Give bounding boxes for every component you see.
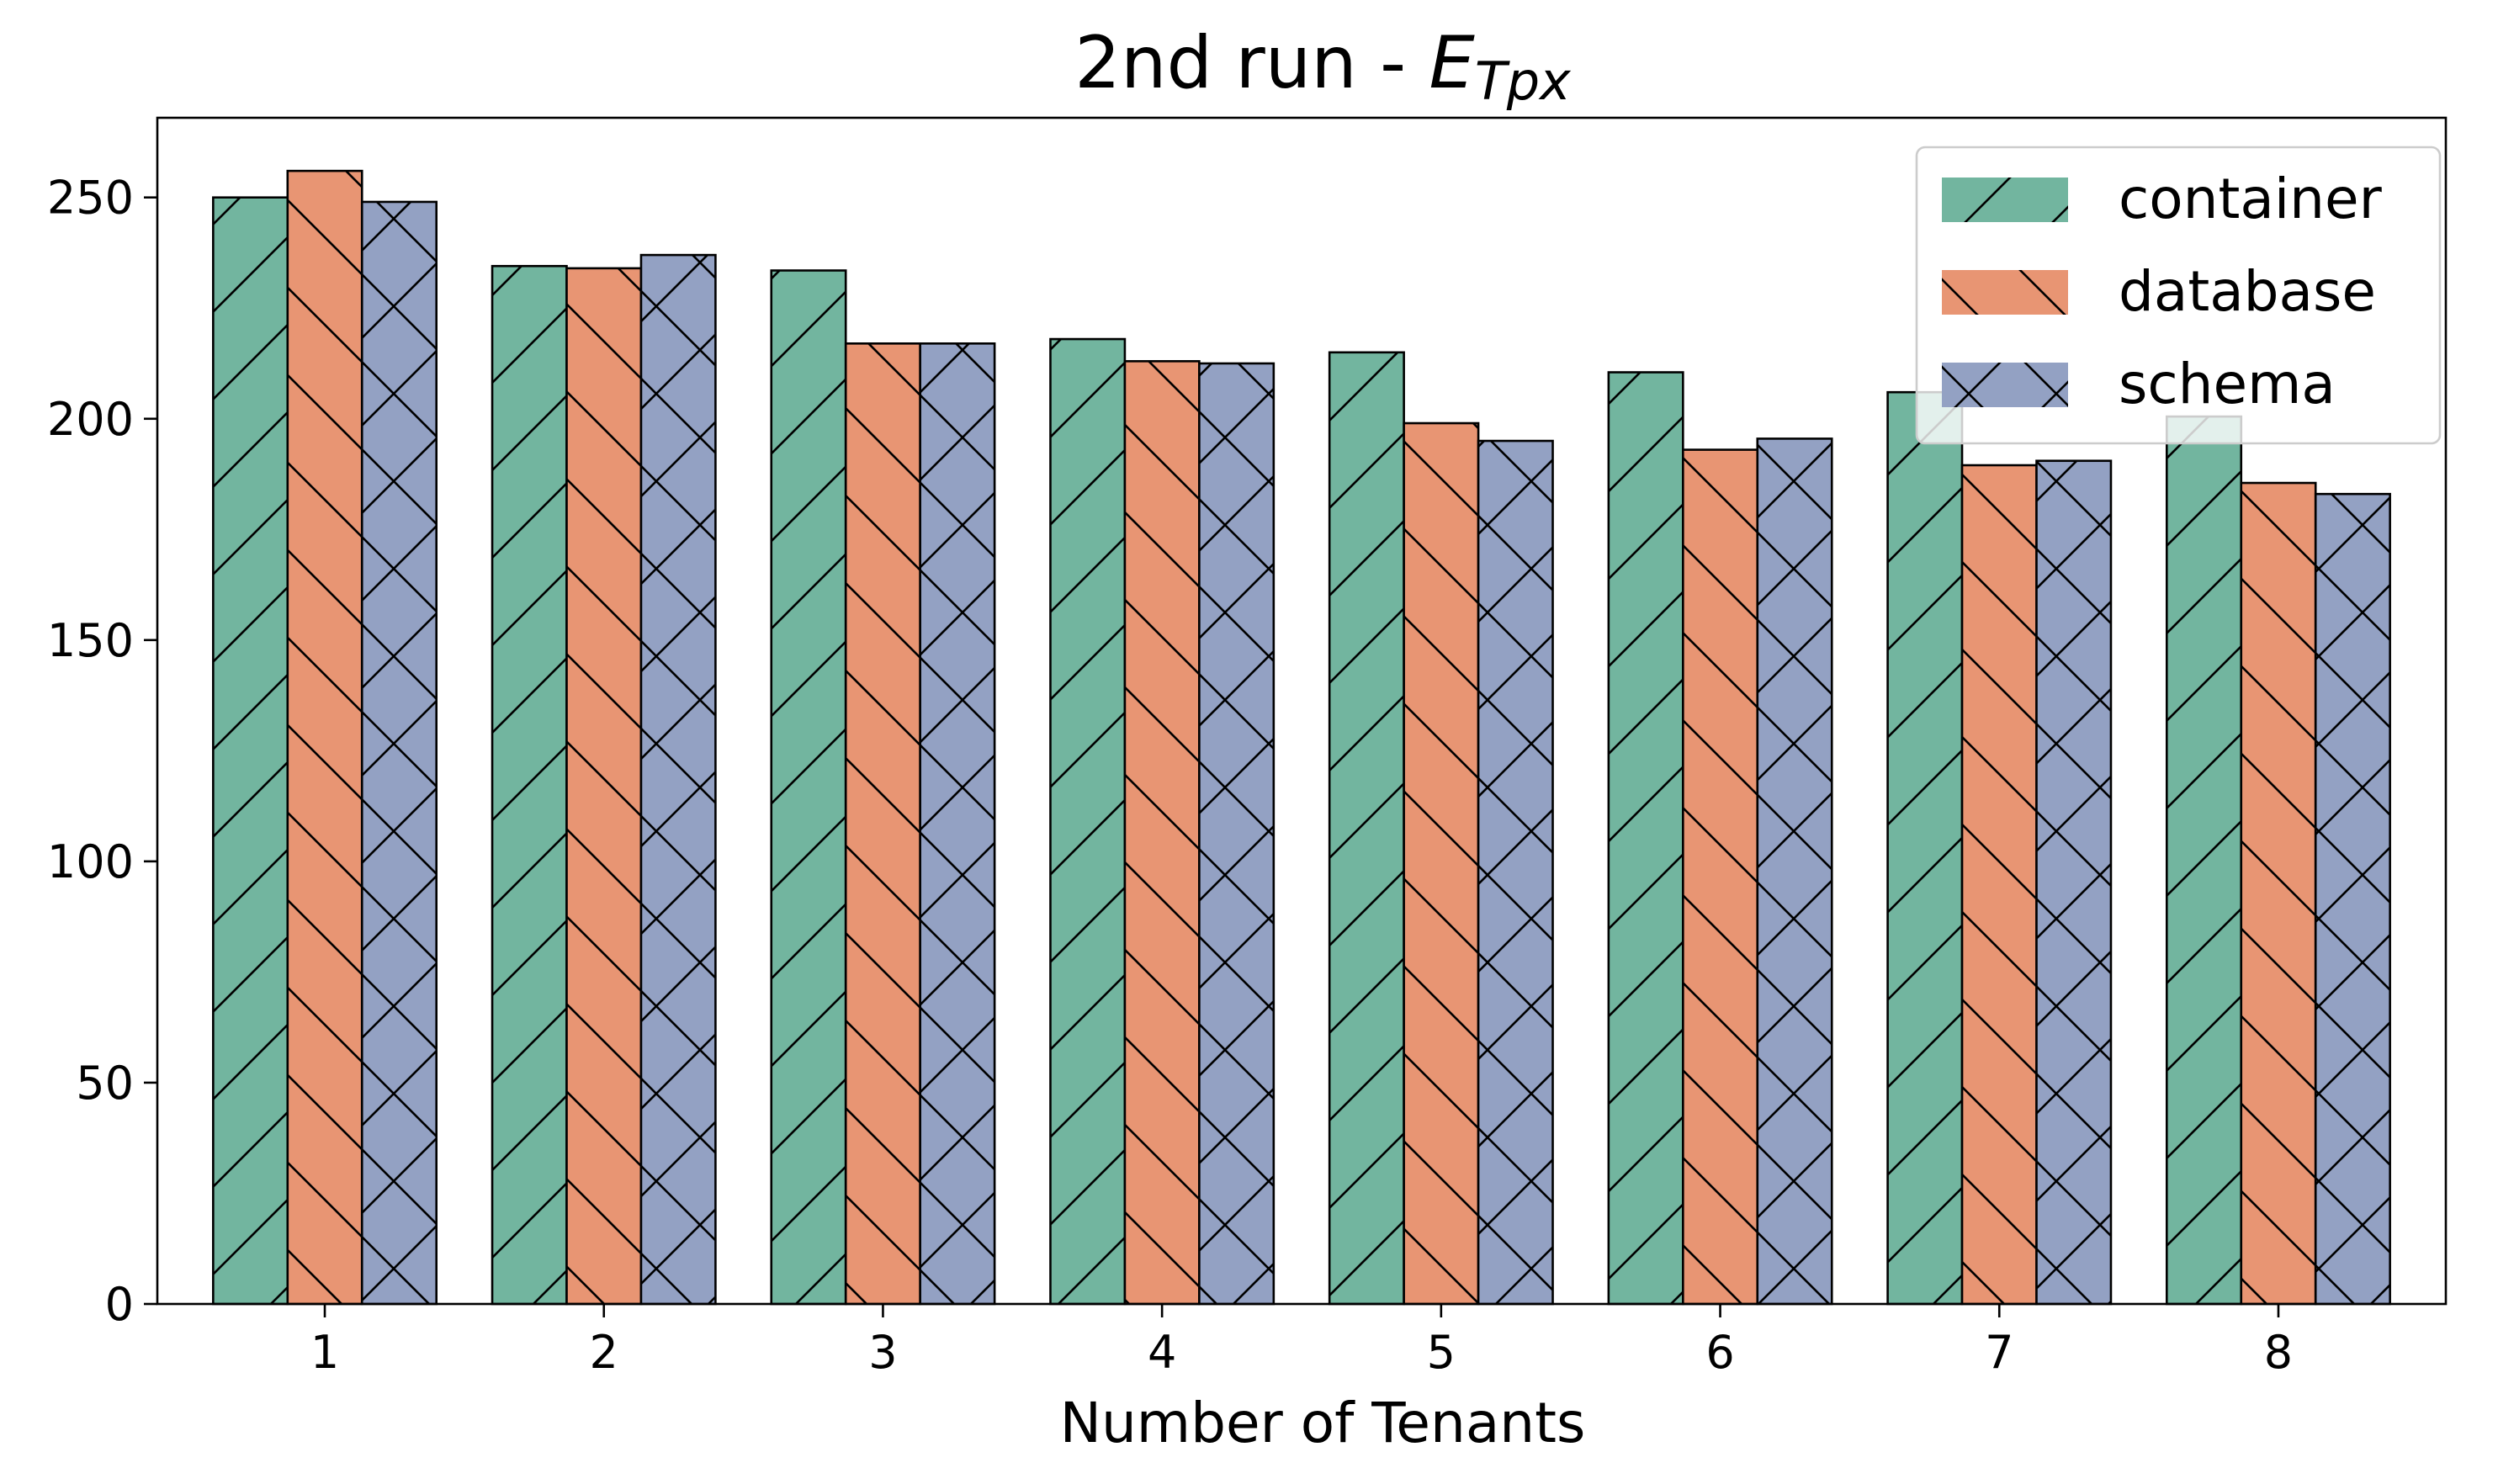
bar-database-1-hatch bbox=[286, 169, 363, 1306]
chart-title: 2nd run - ETpx bbox=[1074, 21, 1572, 112]
bar-database-6-hatch bbox=[1682, 448, 1759, 1306]
x-tick-label-6: 6 bbox=[1705, 1326, 1734, 1379]
plot-frame bbox=[156, 116, 2448, 1306]
bar-database-3-hatch bbox=[844, 342, 921, 1306]
bar-schema-2 bbox=[639, 253, 717, 1306]
bar-container-2 bbox=[491, 264, 568, 1306]
bar-container-1 bbox=[212, 196, 289, 1306]
bar-database-4 bbox=[1123, 360, 1201, 1306]
bar-database-3 bbox=[844, 342, 921, 1306]
bar-container-3-hatch bbox=[770, 269, 847, 1306]
bar-container-6 bbox=[1607, 371, 1684, 1306]
legend-swatch-hatch-container bbox=[1942, 178, 2068, 222]
bar-database-2 bbox=[565, 267, 643, 1306]
chart-title-subscript: Tpx bbox=[1475, 50, 1572, 112]
bar-schema-2-hatch bbox=[639, 253, 717, 1306]
y-tick-label-200: 200 bbox=[47, 393, 134, 446]
bars-layer bbox=[212, 169, 2391, 1306]
bar-database-1 bbox=[286, 169, 363, 1306]
y-tick-label-150: 150 bbox=[47, 614, 134, 667]
bar-schema-7-hatch bbox=[2035, 459, 2113, 1306]
bar-database-5-hatch bbox=[1403, 421, 1480, 1306]
x-axis-title: Number of Tenants bbox=[1060, 1391, 1586, 1455]
legend-item-container: container bbox=[1942, 167, 2383, 231]
bar-schema-6-hatch bbox=[1756, 437, 1833, 1306]
x-tick-label-4: 4 bbox=[1148, 1326, 1176, 1379]
bar-container-6-hatch bbox=[1607, 371, 1684, 1306]
legend-item-database: database bbox=[1942, 259, 2376, 324]
bar-database-5 bbox=[1403, 421, 1480, 1306]
bar-database-8-hatch bbox=[2240, 481, 2317, 1306]
x-tick-label-3: 3 bbox=[868, 1326, 897, 1379]
chart-title-main: 2nd run - bbox=[1074, 21, 1429, 105]
bar-database-7-hatch bbox=[1960, 464, 2038, 1306]
bar-schema-1 bbox=[360, 200, 438, 1306]
x-tick-label-8: 8 bbox=[2264, 1326, 2293, 1379]
bar-container-5 bbox=[1328, 351, 1405, 1306]
bar-container-7 bbox=[1886, 390, 1964, 1306]
bar-database-8 bbox=[2240, 481, 2317, 1306]
bar-database-2-hatch bbox=[565, 267, 643, 1306]
legend: container database schema bbox=[1915, 146, 2442, 445]
chart-title-symbol: E bbox=[1429, 21, 1475, 105]
bar-schema-4 bbox=[1198, 362, 1276, 1306]
bar-schema-7 bbox=[2035, 459, 2113, 1306]
legend-swatch-hatch-schema bbox=[1942, 363, 2068, 407]
bar-schema-4-hatch bbox=[1198, 362, 1276, 1306]
bar-container-3 bbox=[770, 269, 847, 1306]
legend-item-schema: schema bbox=[1942, 352, 2336, 416]
x-tick-label-2: 2 bbox=[590, 1326, 618, 1379]
y-tick-label-50: 50 bbox=[76, 1057, 134, 1110]
bar-schema-5 bbox=[1477, 439, 1554, 1306]
legend-swatch-hatch-database bbox=[1942, 270, 2068, 315]
bar-schema-5-hatch bbox=[1477, 439, 1554, 1306]
bar-container-1-hatch bbox=[212, 196, 289, 1306]
bar-schema-3-hatch bbox=[919, 342, 996, 1306]
bar-container-7-hatch bbox=[1886, 390, 1964, 1306]
axes-layer: 0 50 100 150 200 250 1 2 3 4 5 6 7 8 bbox=[47, 116, 2448, 1379]
x-tick-label-7: 7 bbox=[1985, 1326, 2013, 1379]
legend-label-database: database bbox=[2119, 259, 2376, 324]
bar-schema-3 bbox=[919, 342, 996, 1306]
legend-label-container: container bbox=[2119, 167, 2383, 231]
legend-label-schema: schema bbox=[2119, 352, 2336, 416]
bar-container-4 bbox=[1049, 337, 1127, 1306]
bar-container-5-hatch bbox=[1328, 351, 1405, 1306]
bar-schema-8 bbox=[2314, 492, 2391, 1306]
bar-database-7 bbox=[1960, 464, 2038, 1306]
x-tick-label-5: 5 bbox=[1427, 1326, 1456, 1379]
bar-database-6 bbox=[1682, 448, 1759, 1306]
bar-schema-1-hatch bbox=[360, 200, 438, 1306]
bar-schema-8-hatch bbox=[2314, 492, 2391, 1306]
bar-container-4-hatch bbox=[1049, 337, 1127, 1306]
bar-container-8-hatch bbox=[2165, 415, 2243, 1306]
y-tick-label-100: 100 bbox=[47, 835, 134, 888]
y-tick-label-0: 0 bbox=[105, 1278, 134, 1331]
bar-container-8 bbox=[2165, 415, 2243, 1306]
bar-schema-6 bbox=[1756, 437, 1833, 1306]
bar-container-2-hatch bbox=[491, 264, 568, 1306]
y-tick-label-250: 250 bbox=[47, 172, 134, 225]
x-tick-label-1: 1 bbox=[310, 1326, 339, 1379]
bar-database-4-hatch bbox=[1123, 360, 1201, 1306]
